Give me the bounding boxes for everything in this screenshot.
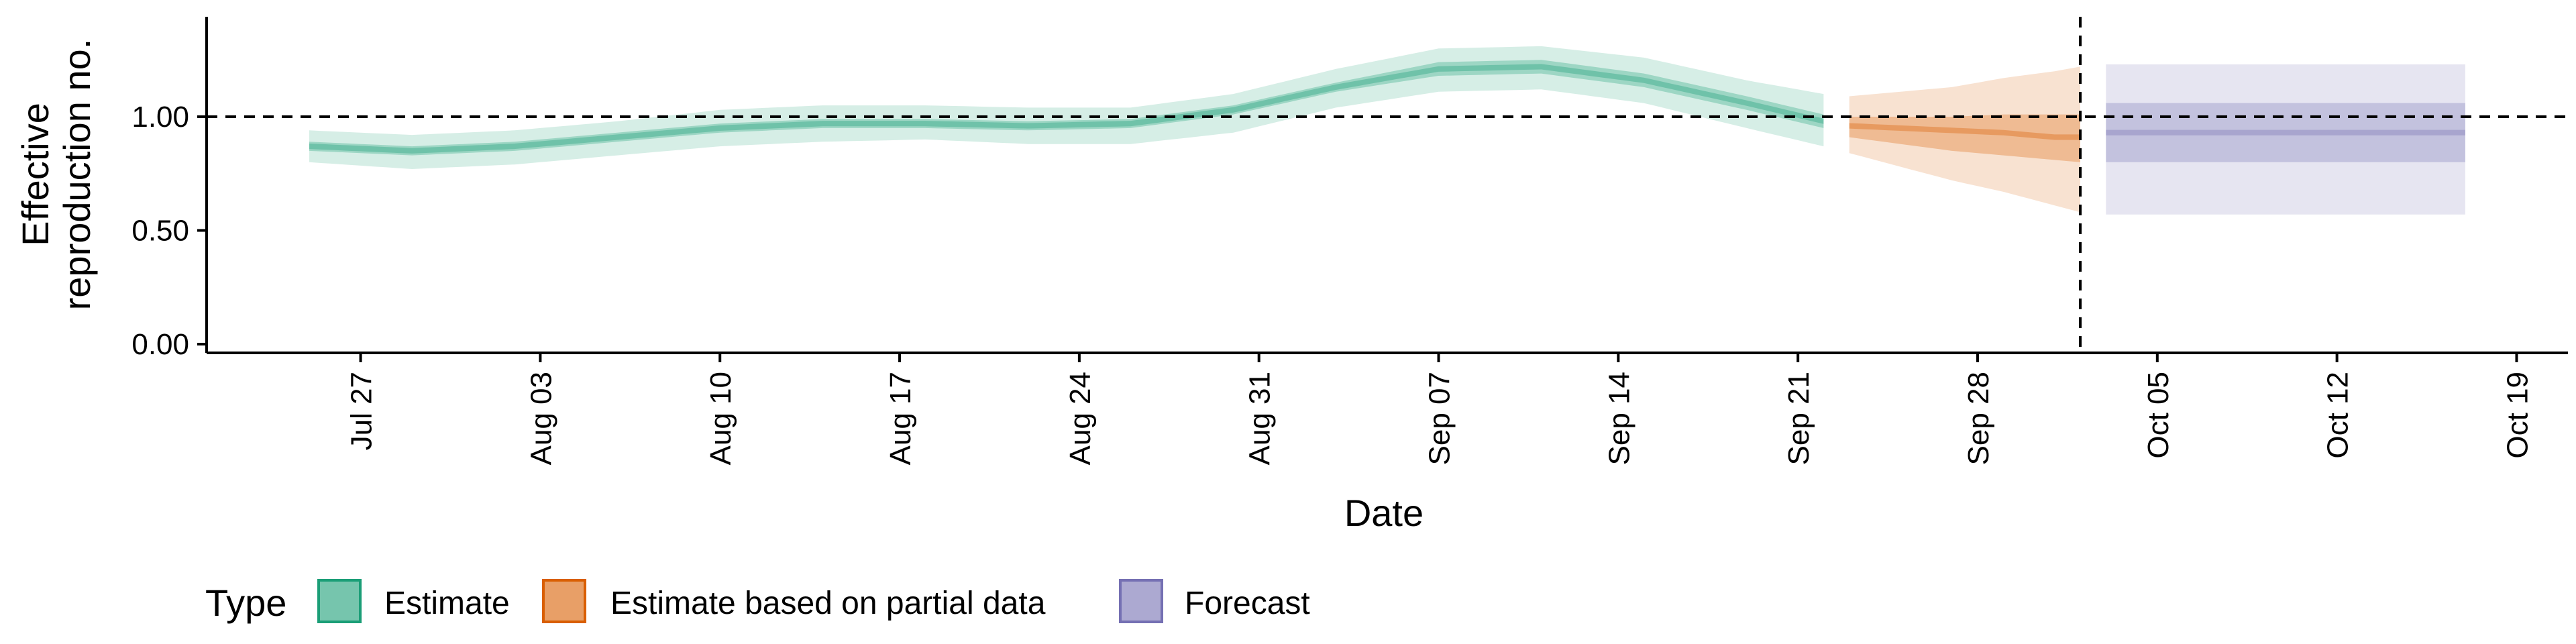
x-tick-label-12: Oct 19 [2501, 372, 2534, 459]
x-tick-label-1: Aug 03 [525, 372, 557, 465]
legend-label-estimate: Estimate [384, 586, 510, 621]
x-tick-label-11: Oct 12 [2322, 372, 2355, 459]
median-estimate [309, 64, 1824, 154]
legend-key-partial [542, 579, 586, 623]
x-tick-label-6: Sep 07 [1424, 372, 1456, 465]
x-tick-label-4: Aug 24 [1064, 372, 1097, 465]
band-90-forecast [2106, 64, 2465, 215]
x-axis-title: Date [1344, 492, 1424, 534]
x-tick-label-7: Sep 14 [1603, 372, 1635, 465]
x-tick-label-10: Oct 05 [2142, 372, 2175, 459]
series-bands [309, 46, 2465, 215]
y-tick-label-0: 0.00 [131, 328, 189, 361]
legend-key-estimate [317, 579, 362, 623]
x-tick-label-3: Aug 17 [884, 372, 917, 465]
band-90-estimate [309, 46, 1824, 170]
axes: 0.00 0.50 1.00 Jul 27 Aug 03 Aug 10 Aug 17 Aug … [131, 17, 2568, 465]
legend-label-forecast: Forecast [1185, 586, 1310, 621]
x-tick-label-2: Aug 10 [704, 372, 737, 465]
median-estimate-based-on-partial-data [1849, 123, 2080, 140]
x-tick-label-8: Sep 21 [1782, 372, 1815, 465]
legend-title: Type [205, 582, 286, 624]
band-50-estimate [309, 60, 1824, 156]
x-tick-label-9: Sep 28 [1962, 372, 1995, 465]
x-tick-label-0: Jul 27 [345, 372, 378, 450]
y-tick-label-1: 0.50 [131, 215, 189, 248]
legend: Type Estimate Estimate based on partial … [205, 579, 1310, 624]
y-axis-title-line1: Effective [14, 103, 56, 246]
legend-key-forecast [1119, 579, 1163, 623]
legend-label-partial: Estimate based on partial data [610, 586, 1046, 621]
y-tick-label-2: 1.00 [131, 101, 189, 133]
band-50-estimate-based-on-partial-data [1849, 114, 2080, 162]
x-tick-label-5: Aug 31 [1244, 372, 1277, 465]
y-axis-title-line2: reproduction no. [56, 39, 98, 311]
band-90-estimate-based-on-partial-data [1849, 66, 2080, 213]
median-forecast [2106, 129, 2465, 136]
